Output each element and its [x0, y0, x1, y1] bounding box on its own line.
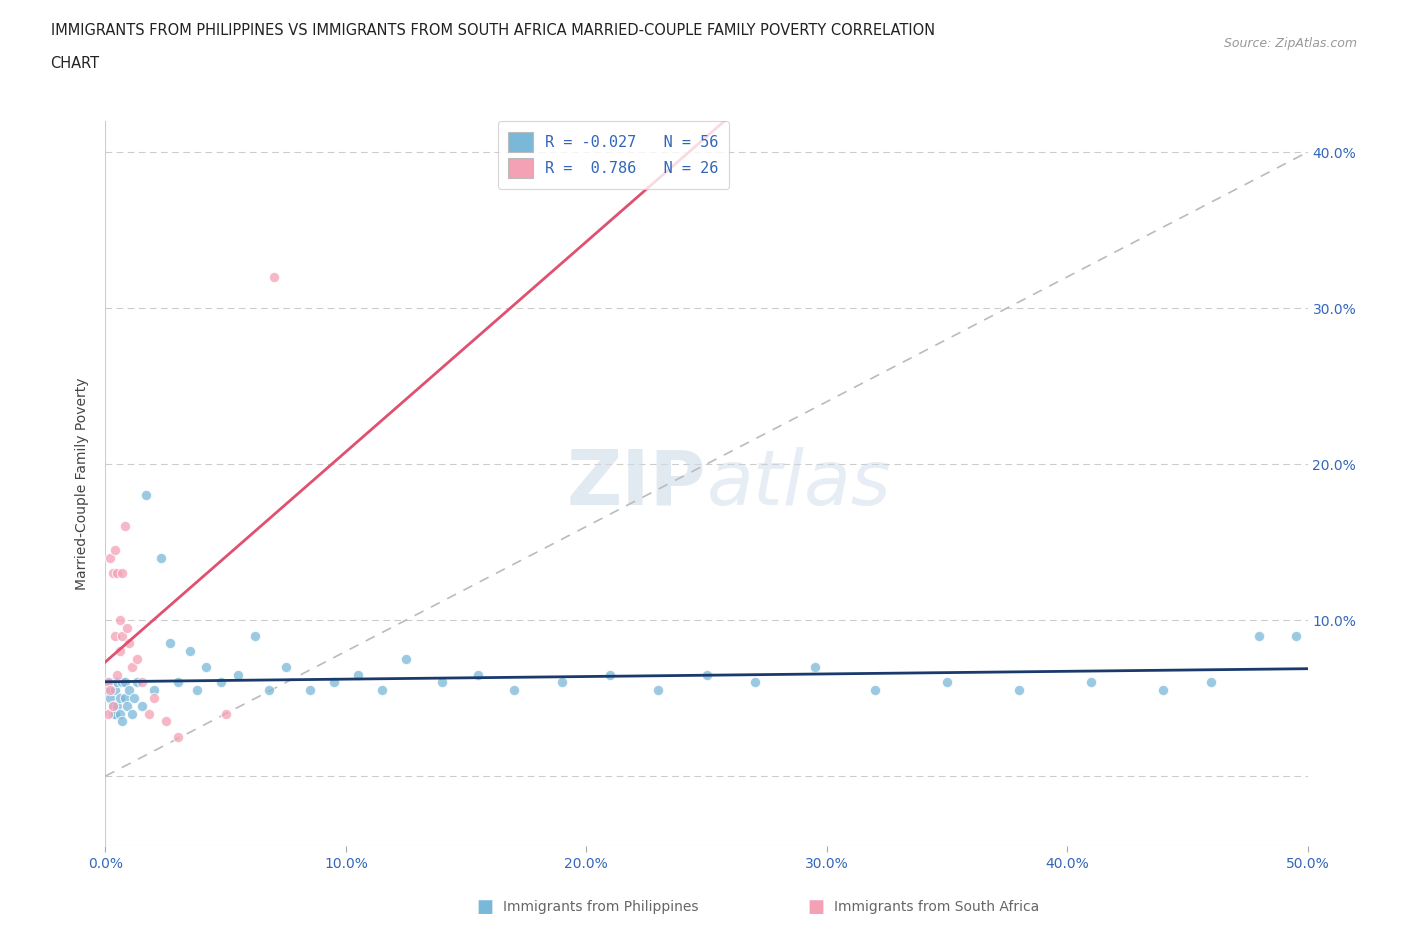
Point — [1249, 629, 1271, 644]
Text: Source: ZipAtlas.com: Source: ZipAtlas.com — [1223, 37, 1357, 50]
Point — [101, 706, 124, 721]
Point — [111, 714, 134, 729]
Point — [647, 683, 669, 698]
Point — [371, 683, 394, 698]
Text: CHART: CHART — [51, 56, 100, 71]
Point — [101, 698, 124, 713]
Text: ■: ■ — [477, 897, 494, 916]
Point — [142, 683, 165, 698]
Text: Immigrants from South Africa: Immigrants from South Africa — [834, 899, 1039, 914]
Point — [108, 644, 131, 658]
Text: Immigrants from Philippines: Immigrants from Philippines — [503, 899, 699, 914]
Point — [226, 667, 249, 682]
Point — [263, 270, 285, 285]
Point — [159, 636, 181, 651]
Legend: R = -0.027   N = 56, R =  0.786   N = 26: R = -0.027 N = 56, R = 0.786 N = 26 — [498, 121, 730, 189]
Point — [124, 691, 146, 706]
Point — [114, 675, 136, 690]
Point — [125, 675, 148, 690]
Point — [98, 683, 121, 698]
Point — [131, 698, 153, 713]
Point — [209, 675, 232, 690]
Point — [115, 698, 138, 713]
Point — [104, 629, 127, 644]
Point — [118, 683, 141, 698]
Point — [97, 683, 120, 698]
Text: ZIP: ZIP — [567, 446, 707, 521]
Point — [186, 683, 208, 698]
Point — [135, 488, 157, 503]
Point — [214, 706, 236, 721]
Point — [131, 675, 153, 690]
Point — [121, 659, 143, 674]
Point — [104, 706, 127, 721]
Point — [322, 675, 344, 690]
Point — [599, 667, 621, 682]
Point — [395, 652, 418, 667]
Point — [114, 519, 136, 534]
Point — [142, 691, 165, 706]
Text: ■: ■ — [807, 897, 824, 916]
Point — [166, 675, 188, 690]
Point — [107, 565, 129, 580]
Point — [108, 691, 131, 706]
Point — [101, 565, 124, 580]
Point — [863, 683, 886, 698]
Text: IMMIGRANTS FROM PHILIPPINES VS IMMIGRANTS FROM SOUTH AFRICA MARRIED-COUPLE FAMIL: IMMIGRANTS FROM PHILIPPINES VS IMMIGRANT… — [51, 23, 935, 38]
Point — [467, 667, 489, 682]
Point — [111, 629, 134, 644]
Point — [179, 644, 201, 658]
Point — [503, 683, 526, 698]
Point — [551, 675, 574, 690]
Point — [243, 629, 266, 644]
Point — [111, 675, 134, 690]
Point — [1201, 675, 1223, 690]
Point — [1152, 683, 1174, 698]
Point — [108, 613, 131, 628]
Point — [107, 667, 129, 682]
Point — [98, 551, 121, 565]
Point — [98, 675, 121, 690]
Point — [104, 542, 127, 557]
Point — [114, 691, 136, 706]
Point — [166, 730, 188, 745]
Point — [1080, 675, 1102, 690]
Point — [97, 675, 120, 690]
Point — [107, 675, 129, 690]
Point — [115, 620, 138, 635]
Point — [125, 652, 148, 667]
Point — [121, 706, 143, 721]
Point — [108, 706, 131, 721]
Point — [803, 659, 825, 674]
Point — [149, 551, 172, 565]
Point — [97, 706, 120, 721]
Point — [101, 698, 124, 713]
Point — [118, 636, 141, 651]
Point — [1008, 683, 1031, 698]
Point — [111, 565, 134, 580]
Point — [155, 714, 177, 729]
Point — [347, 667, 370, 682]
Point — [104, 683, 127, 698]
Point — [98, 691, 121, 706]
Point — [1284, 629, 1306, 644]
Point — [430, 675, 453, 690]
Y-axis label: Married-Couple Family Poverty: Married-Couple Family Poverty — [76, 378, 90, 590]
Point — [195, 659, 218, 674]
Point — [298, 683, 321, 698]
Point — [936, 675, 959, 690]
Point — [138, 706, 160, 721]
Point — [696, 667, 718, 682]
Point — [744, 675, 766, 690]
Text: atlas: atlas — [707, 446, 891, 521]
Point — [257, 683, 280, 698]
Point — [274, 659, 297, 674]
Point — [107, 698, 129, 713]
